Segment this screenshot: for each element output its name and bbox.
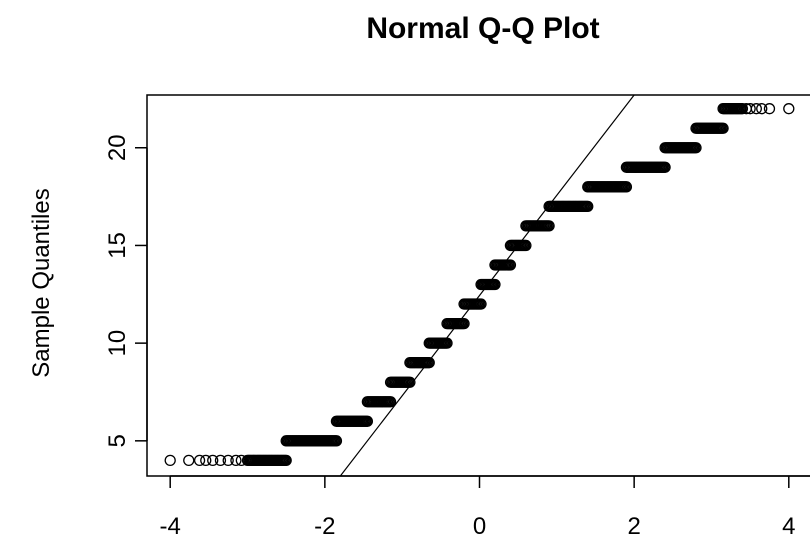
chart-title: Normal Q-Q Plot [366,12,599,45]
data-point [164,454,176,467]
data-point [230,454,242,467]
data-point [763,103,776,115]
y-tick-label: 15 [104,232,131,259]
data-point [183,454,195,467]
y-axis-label: Sample Quantiles [28,188,55,377]
x-axis: -4 -2 0 2 4 [160,475,810,540]
data-point [361,415,374,427]
data-point [659,161,671,173]
data-point [520,239,532,252]
x-tick-label: 0 [473,513,486,540]
data-point [756,103,768,115]
data-point [620,181,633,193]
data-points [164,103,795,467]
data-point [423,357,435,369]
x-tick-label: -4 [160,513,181,540]
data-point [744,103,756,115]
data-point [543,220,555,232]
data-point [193,454,206,467]
data-point [207,454,219,467]
data-point [475,298,487,310]
data-point [582,200,594,213]
data-point [441,337,453,349]
x-tick-label: -2 [314,513,335,540]
y-tick-label: 10 [104,330,131,357]
data-point [736,103,749,115]
y-axis: 5 10 15 20 [104,134,148,448]
x-tick-label: 2 [627,513,640,540]
data-point [504,259,517,271]
data-point [200,454,212,467]
data-point [280,454,292,467]
y-tick-label: 20 [104,134,131,161]
data-point [330,435,343,447]
data-point [458,317,470,330]
x-tick-label: 4 [782,513,795,540]
data-point [690,142,702,154]
data-point [404,376,416,388]
y-tick-label: 5 [104,434,131,447]
data-point [222,454,234,467]
data-point [750,103,762,115]
data-point [489,278,501,291]
data-point [783,103,795,115]
data-point [384,396,397,408]
data-point [717,122,729,134]
data-point [214,454,227,467]
